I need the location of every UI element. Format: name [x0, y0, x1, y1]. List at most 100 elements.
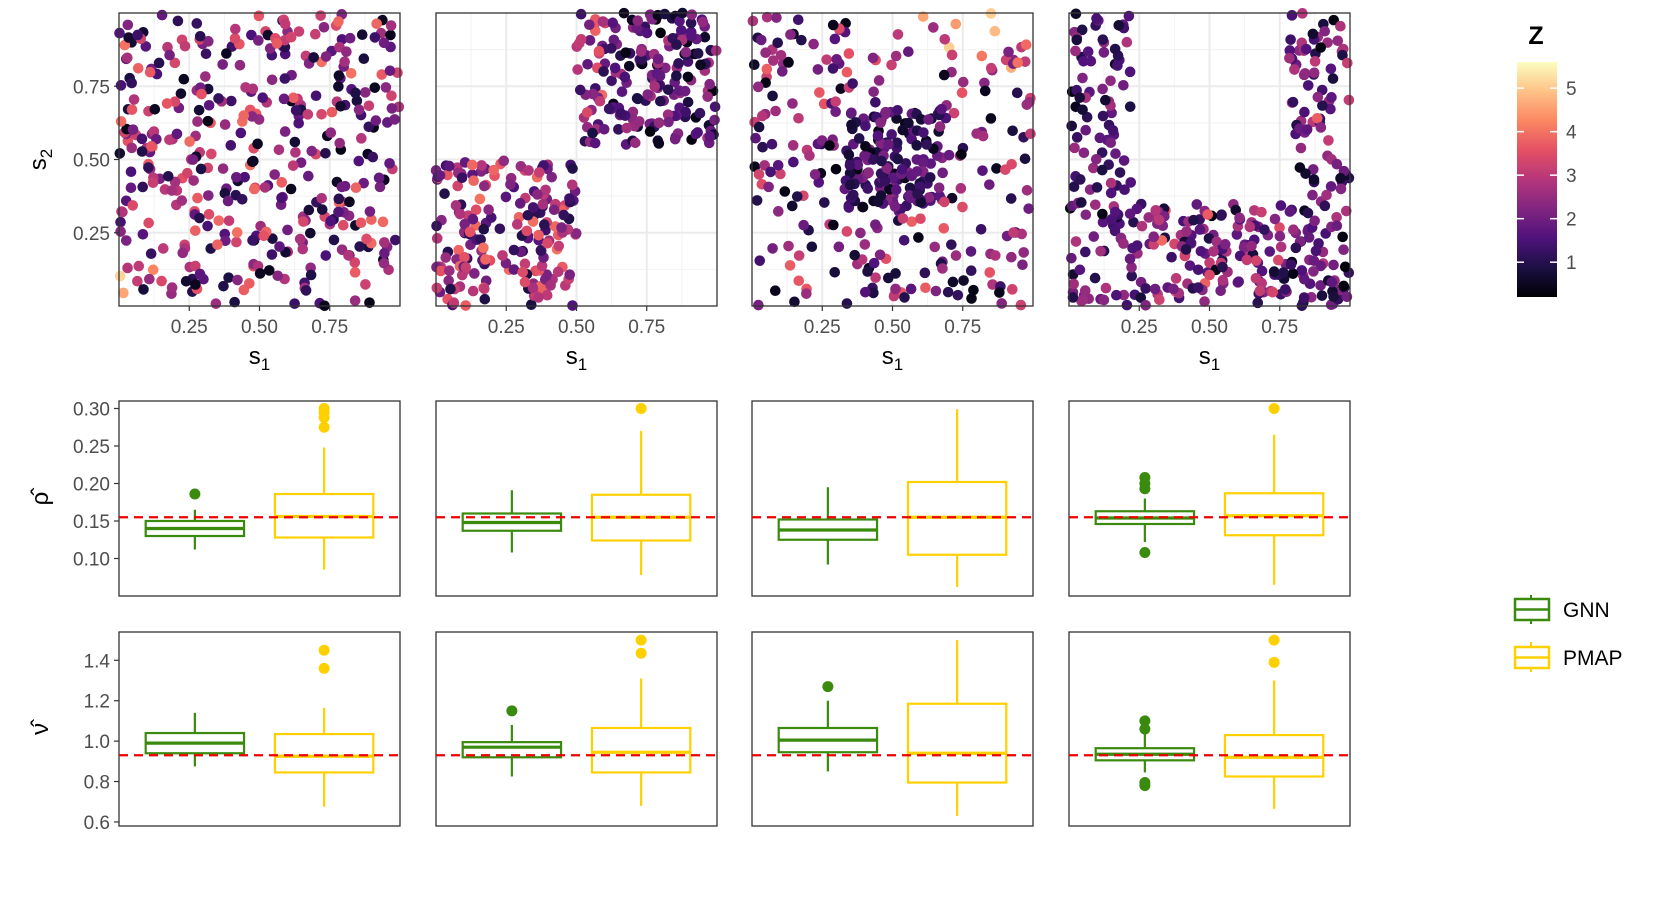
- scatter-point: [589, 137, 601, 149]
- scatter-point: [115, 116, 127, 127]
- box-iqr: [273, 732, 375, 774]
- scatter-point: [659, 8, 671, 20]
- scatter-point: [870, 96, 881, 108]
- scatter-point: [246, 156, 258, 168]
- scatter-point: [325, 127, 337, 139]
- outlier-point: [635, 647, 647, 659]
- scatter-point: [1023, 203, 1034, 214]
- scatter-point: [467, 285, 479, 297]
- scatter-point: [1278, 267, 1289, 278]
- scatter-point: [279, 73, 291, 84]
- scatter-point: [1180, 244, 1192, 255]
- scatter-point: [1105, 187, 1117, 199]
- scatter-point: [1021, 184, 1033, 196]
- scatter-point: [488, 164, 499, 176]
- scatter-point: [121, 52, 133, 64]
- scatter-point: [172, 15, 184, 27]
- scatter-point: [750, 132, 761, 144]
- scatter-point: [924, 172, 936, 183]
- scatter-point: [748, 59, 760, 71]
- scatter-point: [570, 228, 582, 239]
- scatter-point: [1153, 214, 1165, 226]
- scatter-point: [977, 165, 988, 176]
- scatter-point: [921, 139, 933, 150]
- scatter-point: [147, 264, 159, 276]
- scatter-point: [519, 258, 531, 270]
- scatter-point: [920, 282, 931, 294]
- scatter-point: [584, 19, 595, 31]
- scatter-point: [761, 63, 773, 75]
- scatter-point: [1250, 272, 1262, 284]
- scatter-point: [566, 179, 578, 191]
- scatter-point: [478, 180, 490, 192]
- scatter-point: [1317, 100, 1328, 111]
- scatter-point: [939, 33, 951, 45]
- scatter-point: [320, 250, 332, 261]
- scatter-point: [1287, 268, 1299, 280]
- outlier-point: [1139, 547, 1151, 558]
- scatter-point: [915, 213, 926, 225]
- scatter-point: [118, 287, 129, 299]
- scatter-point: [252, 138, 263, 150]
- scatter-point: [791, 191, 803, 202]
- rho-box-pmap: [906, 409, 1008, 587]
- scatter-point: [450, 200, 462, 211]
- scatter-point: [965, 265, 977, 276]
- scatter-point: [1335, 20, 1346, 32]
- scatter-point: [1326, 92, 1337, 103]
- y-tick-label: 0.20: [73, 475, 110, 496]
- scatter-point: [360, 87, 371, 98]
- scatter-point: [133, 260, 145, 272]
- scatter-point: [897, 213, 909, 224]
- scatter-point: [844, 179, 856, 191]
- scatter-point: [508, 264, 520, 275]
- scatter-point: [1338, 280, 1350, 292]
- scatter-point: [603, 103, 615, 115]
- scatter-point: [279, 18, 291, 30]
- scatter-point: [254, 268, 266, 279]
- scatter-point: [189, 225, 201, 236]
- scatter-point: [333, 16, 344, 27]
- scatter-point: [957, 76, 969, 88]
- scatter-point: [573, 37, 585, 49]
- scatter-point: [285, 183, 297, 195]
- scatter-point: [779, 186, 791, 197]
- scatter-point: [466, 159, 478, 171]
- scatter-point: [345, 67, 357, 79]
- scatter-point: [1312, 91, 1324, 103]
- scatter-point: [127, 124, 139, 135]
- scatter-point: [1100, 282, 1112, 294]
- scatter-point: [258, 230, 270, 242]
- scatter-point: [508, 244, 520, 256]
- scatter-point: [753, 299, 764, 311]
- scatter-point: [786, 200, 798, 212]
- scatter-point: [240, 82, 251, 93]
- scatter-panel-3: 0.25 0.50 0.75 s1: [747, 8, 1036, 374]
- scatter-point: [1109, 43, 1121, 55]
- scatter-point: [171, 128, 183, 140]
- scatter-point: [500, 191, 512, 203]
- scatter-point: [609, 62, 621, 74]
- scatter-point: [297, 243, 309, 255]
- scatter-point: [655, 95, 666, 107]
- outlier-point: [1268, 656, 1280, 668]
- scatter-point: [247, 235, 258, 246]
- scatter-point: [271, 38, 283, 49]
- scatter-point: [955, 183, 967, 194]
- scatter-point: [1166, 251, 1177, 263]
- scatter-point: [892, 29, 904, 40]
- scatter-point: [633, 116, 645, 127]
- scatter-point: [212, 239, 223, 250]
- scatter-point: [755, 34, 767, 46]
- outlier-point: [1268, 403, 1280, 414]
- scatter-point: [379, 237, 390, 248]
- scatter-point: [883, 139, 894, 150]
- scatter-point: [801, 288, 812, 299]
- scatter-point: [829, 267, 841, 278]
- scatter-point: [439, 188, 450, 199]
- scatter-point: [939, 196, 950, 208]
- scatter-point: [1019, 153, 1031, 165]
- scatter-panel-2: 0.25 0.50 0.75 s1: [430, 7, 722, 374]
- scatter-point: [377, 216, 389, 228]
